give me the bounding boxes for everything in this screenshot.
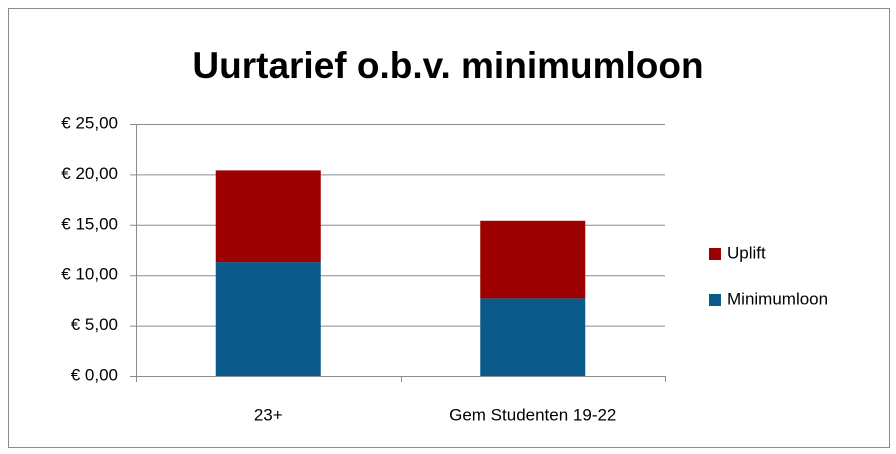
chart-border <box>8 8 890 448</box>
legend-label: Minimumloon <box>727 289 828 308</box>
y-tick-label: € 15,00 <box>61 214 118 233</box>
y-tick-label: € 0,00 <box>71 365 118 384</box>
x-tick-label: 23+ <box>254 405 283 424</box>
y-tick-label: € 5,00 <box>71 315 118 334</box>
y-tick-label: € 10,00 <box>61 265 118 284</box>
y-tick-label: € 25,00 <box>61 113 118 132</box>
legend-label: Uplift <box>727 243 766 262</box>
bar-segment <box>215 262 321 376</box>
legend-swatch <box>709 248 721 260</box>
bar-segment <box>215 170 321 263</box>
bar-segment <box>480 298 586 376</box>
legend-swatch <box>709 294 721 306</box>
y-tick-label: € 20,00 <box>61 164 118 183</box>
bar-segment <box>480 220 586 299</box>
chart-title: Uurtarief o.b.v. minimumloon <box>192 45 703 86</box>
x-tick-label: Gem Studenten 19-22 <box>449 405 616 424</box>
